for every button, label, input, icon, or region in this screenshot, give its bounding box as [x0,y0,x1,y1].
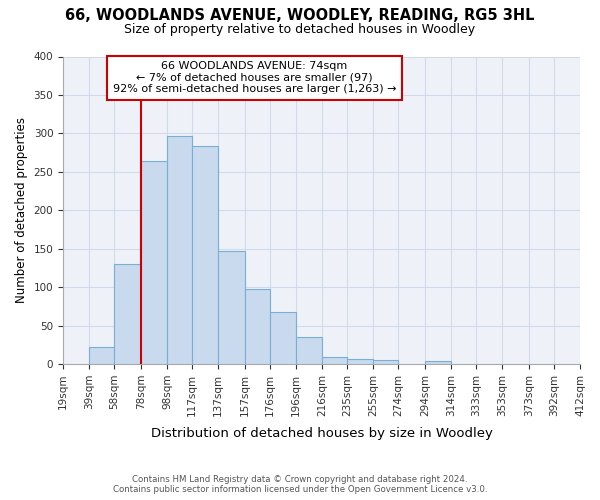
Y-axis label: Number of detached properties: Number of detached properties [15,118,28,304]
Bar [347,360,373,364]
Bar [89,347,115,364]
Bar [425,361,451,364]
Text: Size of property relative to detached houses in Woodley: Size of property relative to detached ho… [124,22,476,36]
X-axis label: Distribution of detached houses by size in Woodley: Distribution of detached houses by size … [151,427,493,440]
Bar [218,251,245,364]
Text: 66 WOODLANDS AVENUE: 74sqm
← 7% of detached houses are smaller (97)
92% of semi-: 66 WOODLANDS AVENUE: 74sqm ← 7% of detac… [113,61,396,94]
Bar [167,136,192,364]
Bar [245,288,269,364]
Bar [115,264,140,364]
Bar [140,161,167,364]
Text: Contains HM Land Registry data © Crown copyright and database right 2024.
Contai: Contains HM Land Registry data © Crown c… [113,474,487,494]
Bar [269,312,296,364]
Bar [296,337,322,364]
Bar [322,357,347,364]
Bar [192,146,218,364]
Text: 66, WOODLANDS AVENUE, WOODLEY, READING, RG5 3HL: 66, WOODLANDS AVENUE, WOODLEY, READING, … [65,8,535,22]
Bar [373,360,398,364]
